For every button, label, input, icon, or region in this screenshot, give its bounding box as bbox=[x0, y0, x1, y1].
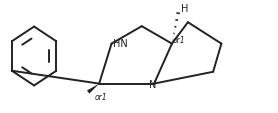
Polygon shape bbox=[87, 84, 99, 94]
Text: HN: HN bbox=[113, 38, 127, 48]
Text: or1: or1 bbox=[173, 35, 185, 44]
Text: H: H bbox=[181, 4, 188, 14]
Text: N: N bbox=[150, 79, 157, 89]
Text: or1: or1 bbox=[95, 92, 108, 101]
